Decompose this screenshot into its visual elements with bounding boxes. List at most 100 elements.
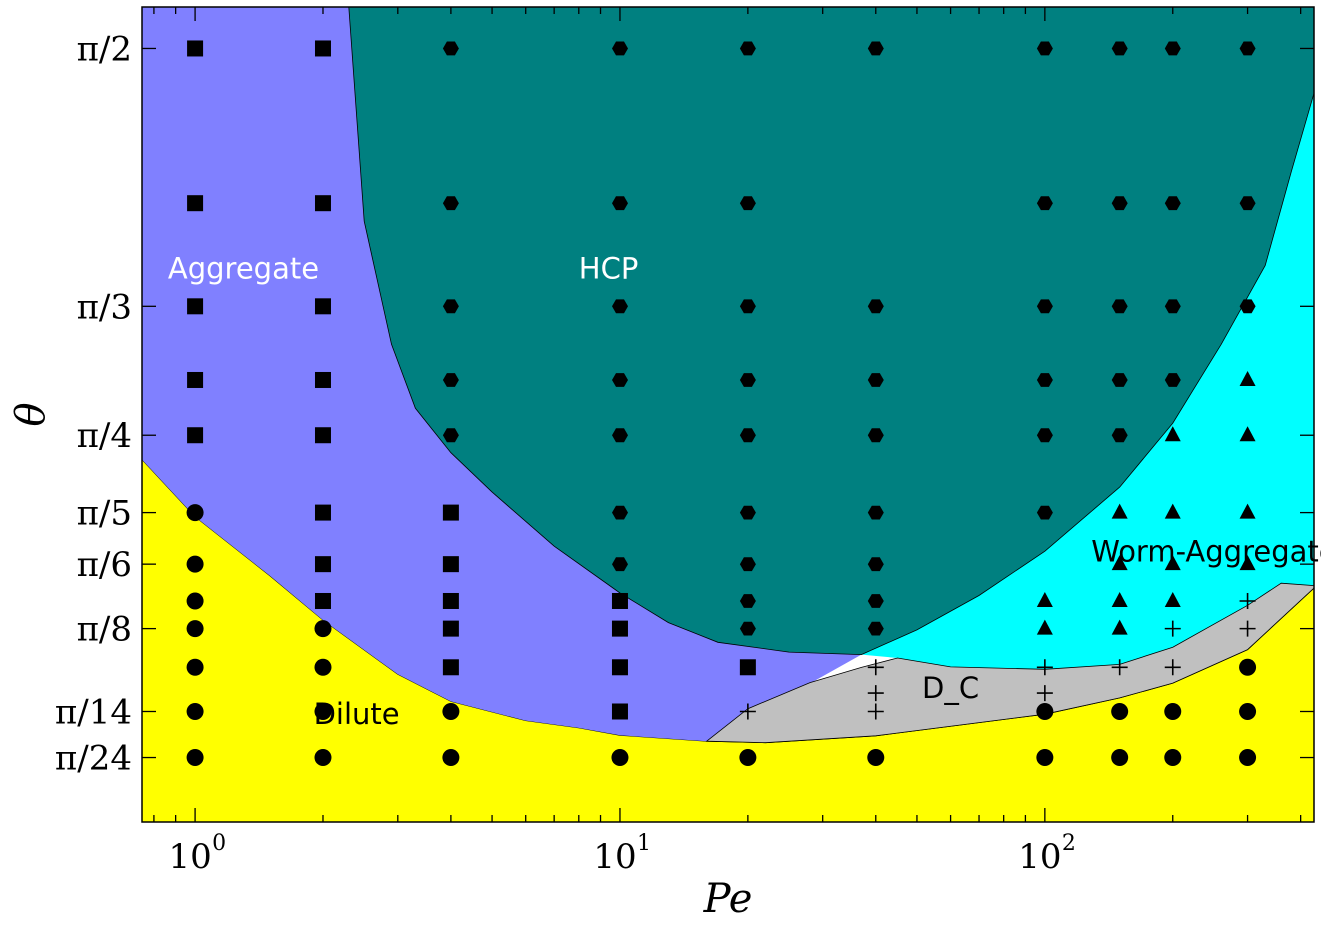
region-label-hcp: HCP	[579, 251, 639, 285]
x-tick-exponent: 2	[1062, 831, 1076, 856]
circle-marker	[1239, 658, 1257, 676]
hexagon-marker	[612, 373, 628, 387]
plus-marker	[1111, 659, 1128, 676]
circle-marker	[314, 620, 332, 638]
plus-marker	[1036, 659, 1053, 676]
plus-marker	[867, 703, 884, 720]
circle-marker	[314, 749, 332, 767]
axis-ticks	[142, 7, 1314, 822]
hexagon-marker	[1164, 373, 1181, 387]
hexagon-marker	[1036, 505, 1053, 520]
hexagon-marker	[1036, 196, 1053, 211]
circle-marker	[867, 749, 885, 767]
hexagon-marker	[1164, 41, 1181, 56]
hexagon-marker	[1111, 299, 1128, 314]
circle-marker	[186, 658, 204, 676]
x-tick-label: 10	[593, 837, 636, 877]
square-marker	[611, 659, 628, 676]
circle-marker	[314, 702, 332, 720]
square-marker	[314, 504, 331, 521]
circle-marker	[186, 749, 204, 767]
square-marker	[314, 298, 331, 315]
hexagon-marker	[867, 557, 884, 572]
circle-marker	[314, 658, 332, 676]
region-label-worm-aggregate: Worm-Aggregate	[1091, 535, 1321, 569]
square-marker	[314, 592, 331, 609]
triangle-marker	[1164, 426, 1181, 442]
circle-marker	[1239, 702, 1257, 720]
plus-marker	[1239, 592, 1256, 609]
circle-marker	[442, 702, 460, 720]
hexagon-marker	[442, 373, 459, 387]
x-tick-label: 10	[1018, 837, 1061, 877]
region-label-d-c: D_C	[922, 671, 979, 705]
hexagon-marker	[739, 373, 756, 387]
y-tick-label: π/8	[77, 610, 132, 650]
plot-frame	[141, 6, 1315, 823]
hexagon-marker	[612, 299, 628, 314]
hexagon-marker	[1239, 299, 1256, 314]
triangle-marker	[1239, 370, 1256, 386]
y-tick-label: π/2	[77, 29, 132, 69]
hexagon-marker	[739, 41, 756, 56]
square-marker	[187, 298, 204, 315]
square-marker	[187, 427, 204, 444]
circle-marker	[1036, 702, 1054, 720]
x-tick-exponent: 0	[212, 831, 226, 856]
square-marker	[611, 703, 628, 720]
square-marker	[187, 40, 204, 57]
hexagon-marker	[739, 428, 756, 443]
hexagon-marker	[1111, 373, 1128, 387]
hexagon-marker	[612, 505, 628, 520]
circle-marker	[186, 592, 204, 610]
square-marker	[442, 592, 459, 609]
plus-marker	[867, 659, 884, 676]
hexagon-marker	[1036, 299, 1053, 314]
circle-marker	[1239, 749, 1257, 767]
region-hcp	[348, 6, 1315, 656]
triangle-marker	[1036, 591, 1053, 607]
triangle-marker	[1111, 619, 1128, 635]
hexagon-marker	[1036, 373, 1053, 387]
hexagon-marker	[867, 505, 884, 520]
triangle-marker	[1111, 555, 1128, 571]
circle-marker	[1164, 702, 1182, 720]
circle-marker	[611, 749, 629, 767]
circle-marker	[1111, 702, 1129, 720]
hexagon-marker	[739, 557, 756, 572]
x-axis-label: Pe	[703, 876, 753, 922]
hexagon-marker	[612, 196, 628, 211]
hexagon-marker	[612, 41, 628, 56]
hexagon-marker	[1111, 196, 1128, 211]
x-tick-exponent: 1	[637, 831, 651, 856]
hexagon-marker	[867, 373, 884, 387]
triangle-marker	[1164, 591, 1181, 607]
region-label-aggregate: Aggregate	[168, 251, 319, 285]
y-tick-label: π/24	[55, 739, 132, 779]
circle-marker	[186, 702, 204, 720]
circle-marker	[186, 620, 204, 638]
hexagon-marker	[867, 41, 884, 56]
triangle-marker	[1164, 503, 1181, 519]
circle-marker	[186, 555, 204, 573]
data-markers	[186, 40, 1257, 767]
plus-marker	[1164, 620, 1181, 637]
hexagon-marker	[1111, 428, 1128, 443]
y-tick-label: π/4	[77, 416, 132, 456]
circle-marker	[442, 749, 460, 767]
hexagon-marker	[867, 594, 884, 608]
square-marker	[314, 40, 331, 57]
y-axis-label: θ	[8, 402, 54, 426]
triangle-marker	[1164, 555, 1181, 571]
square-marker	[314, 195, 331, 212]
plus-marker	[867, 685, 884, 702]
hexagon-marker	[1164, 196, 1181, 211]
y-tick-label: π/14	[55, 692, 132, 732]
triangle-marker	[1239, 426, 1256, 442]
hexagon-marker	[612, 557, 628, 572]
triangle-marker	[1239, 555, 1256, 571]
region-worm-aggregate	[861, 93, 1314, 670]
square-marker	[314, 556, 331, 573]
plus-marker	[739, 703, 756, 720]
